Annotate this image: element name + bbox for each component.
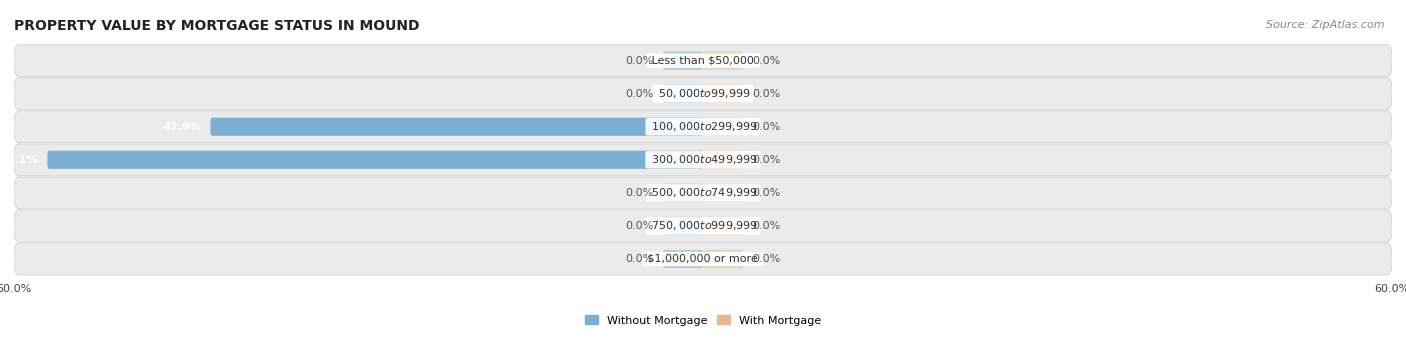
FancyBboxPatch shape [14,111,1392,142]
Text: Less than $50,000: Less than $50,000 [648,56,758,66]
Text: $500,000 to $749,999: $500,000 to $749,999 [648,186,758,199]
Text: 0.0%: 0.0% [752,254,780,264]
FancyBboxPatch shape [703,118,744,136]
Legend: Without Mortgage, With Mortgage: Without Mortgage, With Mortgage [585,315,821,326]
FancyBboxPatch shape [14,177,1392,209]
Text: Source: ZipAtlas.com: Source: ZipAtlas.com [1267,20,1385,30]
FancyBboxPatch shape [703,52,744,70]
Text: 0.0%: 0.0% [752,56,780,66]
FancyBboxPatch shape [703,217,744,235]
FancyBboxPatch shape [703,250,744,268]
FancyBboxPatch shape [211,118,703,136]
Text: $750,000 to $999,999: $750,000 to $999,999 [648,219,758,233]
Text: 0.0%: 0.0% [626,221,654,231]
Text: 0.0%: 0.0% [752,89,780,99]
Text: 0.0%: 0.0% [626,89,654,99]
FancyBboxPatch shape [14,210,1392,242]
FancyBboxPatch shape [48,151,703,169]
Text: 0.0%: 0.0% [752,188,780,198]
Text: $300,000 to $499,999: $300,000 to $499,999 [648,153,758,166]
FancyBboxPatch shape [703,151,744,169]
Text: $50,000 to $99,999: $50,000 to $99,999 [655,87,751,100]
Text: 0.0%: 0.0% [626,188,654,198]
Text: 0.0%: 0.0% [752,122,780,132]
FancyBboxPatch shape [14,243,1392,275]
FancyBboxPatch shape [703,184,744,202]
Text: 0.0%: 0.0% [752,221,780,231]
FancyBboxPatch shape [14,144,1392,176]
FancyBboxPatch shape [14,78,1392,109]
FancyBboxPatch shape [662,250,703,268]
FancyBboxPatch shape [703,85,744,103]
Text: 57.1%: 57.1% [0,155,38,165]
FancyBboxPatch shape [14,45,1392,76]
Text: PROPERTY VALUE BY MORTGAGE STATUS IN MOUND: PROPERTY VALUE BY MORTGAGE STATUS IN MOU… [14,19,419,33]
FancyBboxPatch shape [662,184,703,202]
Text: 0.0%: 0.0% [626,56,654,66]
Text: 0.0%: 0.0% [752,155,780,165]
Text: $100,000 to $299,999: $100,000 to $299,999 [648,120,758,133]
FancyBboxPatch shape [662,52,703,70]
Text: $1,000,000 or more: $1,000,000 or more [644,254,762,264]
Text: 0.0%: 0.0% [626,254,654,264]
FancyBboxPatch shape [662,217,703,235]
FancyBboxPatch shape [662,85,703,103]
Text: 42.9%: 42.9% [162,122,201,132]
